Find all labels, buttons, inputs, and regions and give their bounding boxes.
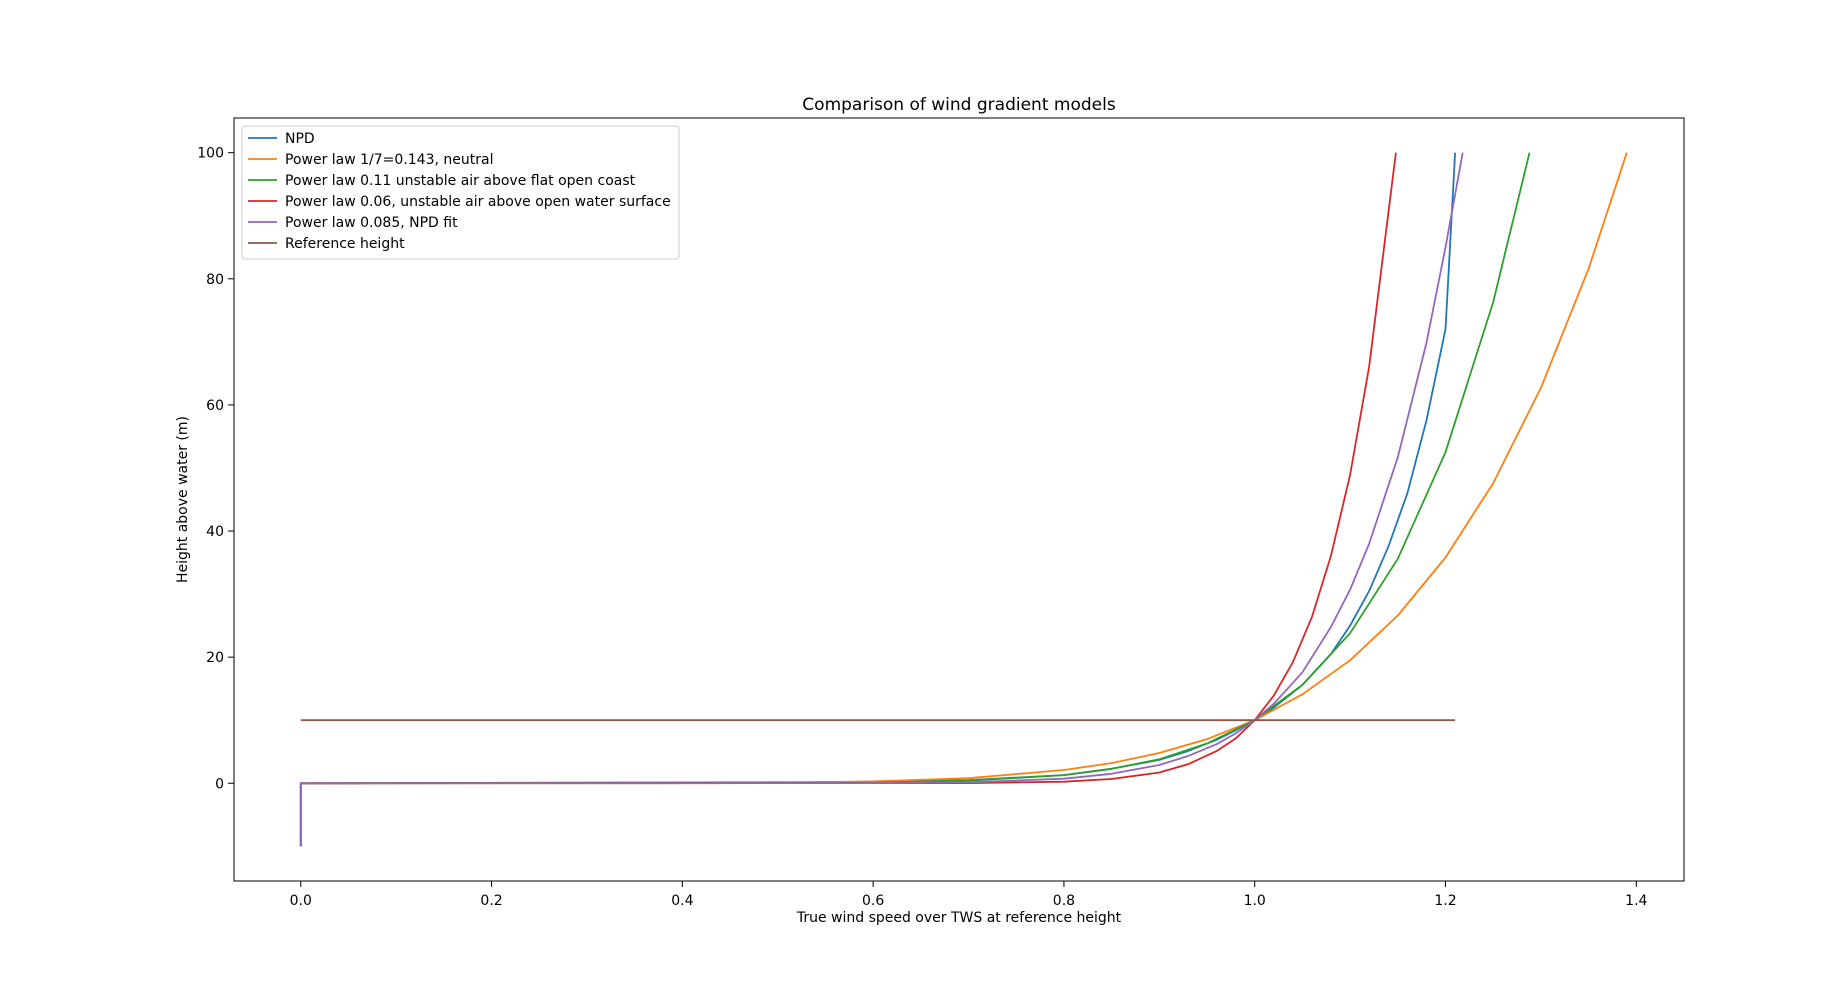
x-tick-label: 1.4	[1625, 893, 1647, 909]
x-axis-label: True wind speed over TWS at reference he…	[796, 910, 1122, 926]
legend-label-reference-height: Reference height	[285, 236, 405, 252]
y-axis-label: Height above water (m)	[175, 416, 191, 583]
legend-label-power-law-0-11-unstable-air-above-flat-open-coast: Power law 0.11 unstable air above flat o…	[285, 173, 636, 189]
legend-label-npd: NPD	[285, 131, 315, 147]
legend-label-power-law-1-7-0-143-neutral: Power law 1/7=0.143, neutral	[285, 152, 493, 168]
x-axis: 0.0 0.2 0.4 0.6 0.8 1.0 1.2 1.4	[290, 881, 1648, 909]
y-tick-label: 0	[215, 776, 224, 792]
legend-label-power-law-0-085-npd-fit: Power law 0.085, NPD fit	[285, 215, 458, 231]
series-line-power-law-0-085-npd-fit	[299, 152, 1464, 847]
y-tick-label: 20	[206, 650, 224, 666]
x-tick-label: 0.0	[290, 893, 312, 909]
y-tick-label: 80	[206, 272, 224, 288]
y-tick-label: 40	[206, 524, 224, 540]
x-tick-label: 0.2	[480, 893, 502, 909]
x-tick-label: 0.8	[1053, 893, 1075, 909]
x-tick-label: 0.4	[671, 893, 693, 909]
series-line-power-law-0-06-unstable-air-above-open-water-surface	[299, 152, 1397, 847]
series-line-power-law-1-7-0-143-neutral	[299, 152, 1628, 847]
legend-box	[241, 125, 680, 260]
y-axis: 0 20 40 60 80 100	[197, 146, 234, 792]
x-tick-label: 1.0	[1244, 893, 1266, 909]
y-tick-label: 100	[197, 146, 224, 162]
plot-frame	[233, 117, 1685, 882]
x-tick-label: 1.2	[1434, 893, 1456, 909]
legend-label-power-law-0-06-unstable-air-above-open-water-surface: Power law 0.06, unstable air above open …	[285, 194, 671, 210]
chart-title: Comparison of wind gradient models	[802, 95, 1116, 115]
y-tick-label: 60	[206, 398, 224, 414]
plot-lines	[299, 152, 1628, 847]
legend: NPD Power law 1/7=0.143, neutral Power law…	[241, 125, 680, 260]
x-tick-label: 0.6	[862, 893, 884, 909]
